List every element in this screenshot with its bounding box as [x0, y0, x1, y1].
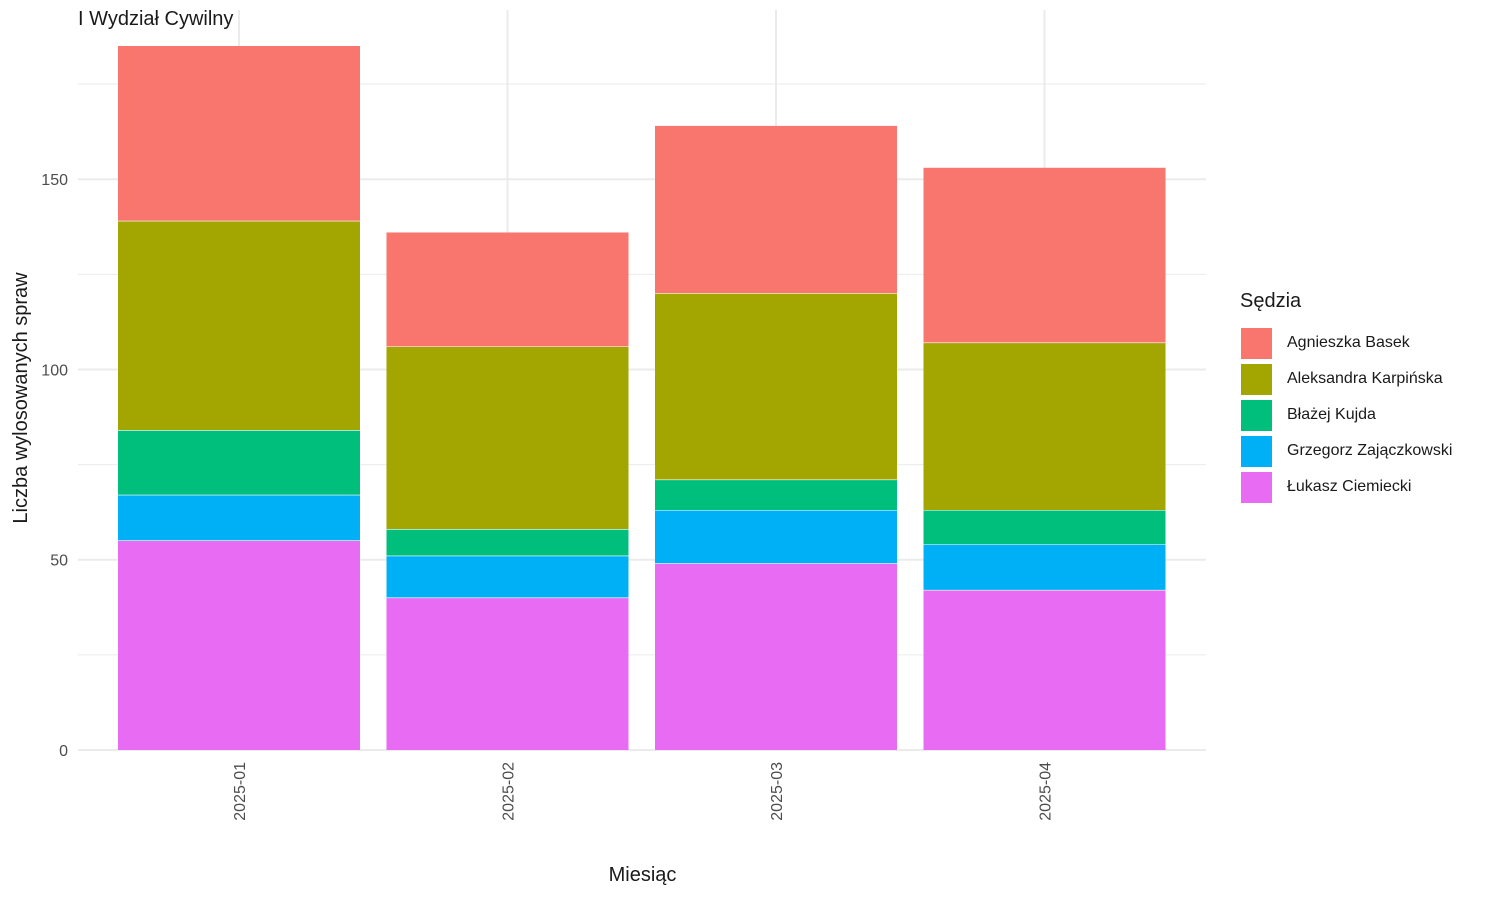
legend-key [1240, 434, 1273, 468]
legend-key [1240, 362, 1273, 396]
chart-subtitle: I Wydział Cywilny [78, 8, 234, 30]
bar-segment [655, 479, 897, 511]
legend-label: Aleksandra Karpińska [1287, 370, 1443, 387]
bar-segment [386, 555, 629, 598]
x-tick-label: 2025-02 [501, 762, 518, 821]
legend-label: Łukasz Ciemiecki [1287, 478, 1412, 495]
y-tick-label: 100 [41, 362, 68, 379]
legend-item: Błażej Kujda [1240, 397, 1452, 433]
legend-key [1240, 326, 1273, 360]
legend-label: Agnieszka Basek [1287, 334, 1410, 351]
bar-segment [655, 293, 897, 480]
legend-item: Grzegorz Zajączkowski [1240, 433, 1452, 469]
bar-segment [118, 46, 360, 222]
bar-segment [923, 544, 1166, 591]
x-tick-label: 2025-03 [769, 762, 786, 821]
legend: Sędzia Agnieszka Basek Aleksandra Karpińs… [1240, 290, 1452, 505]
legend-item: Łukasz Ciemiecki [1240, 469, 1452, 505]
legend-label: Grzegorz Zajączkowski [1287, 442, 1453, 459]
y-axis-label: Liczba wylosowanych spraw [10, 272, 32, 524]
bar-segment [386, 346, 629, 530]
bar-segment [386, 529, 629, 556]
bar-segment [655, 510, 897, 564]
bar-segment [923, 167, 1166, 343]
y-tick-label: 0 [59, 743, 68, 760]
x-tick-label: 2025-04 [1038, 762, 1055, 821]
bar-segment [118, 495, 360, 541]
y-tick-label: 50 [50, 553, 68, 570]
bar-segment [655, 125, 897, 294]
legend-label: Błażej Kujda [1287, 406, 1376, 423]
x-axis-label: Miesiąc [608, 864, 677, 886]
legend-key [1240, 470, 1273, 504]
bar-segment [655, 563, 897, 750]
legend-key [1240, 398, 1273, 432]
legend-item: Agnieszka Basek [1240, 325, 1452, 361]
bar-segment [386, 232, 629, 347]
bar-segment [386, 597, 629, 750]
bar-segment [923, 342, 1166, 511]
bar-segment [923, 590, 1166, 750]
legend-title: Sędzia [1240, 290, 1302, 312]
bar-segment [118, 430, 360, 496]
bar-segment [118, 221, 360, 431]
x-tick-label: 2025-01 [232, 762, 249, 821]
legend-item: Aleksandra Karpińska [1240, 361, 1452, 397]
bar-segment [923, 510, 1166, 545]
y-tick-label: 150 [41, 172, 68, 189]
bar-segment [118, 540, 360, 750]
